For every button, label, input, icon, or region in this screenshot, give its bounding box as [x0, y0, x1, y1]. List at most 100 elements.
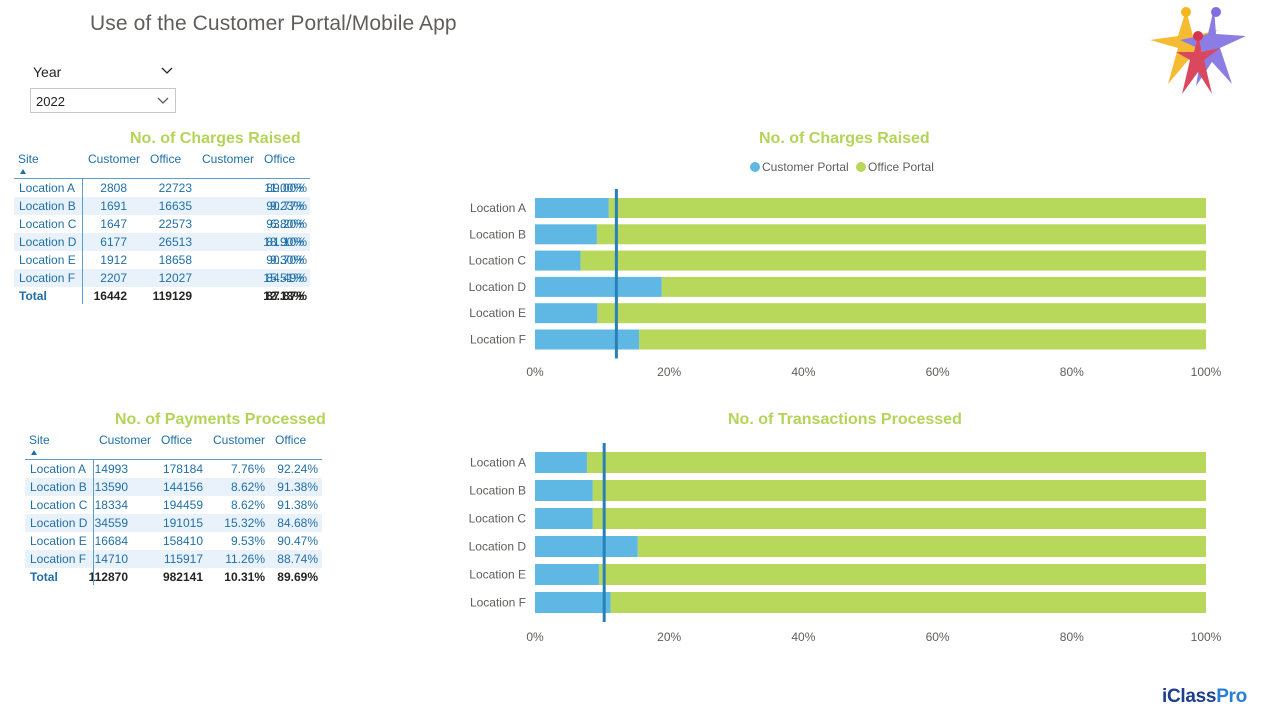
charges-column-header[interactable]: Customer	[202, 152, 255, 166]
category-label: Location D	[469, 540, 527, 554]
site-cell: Total	[30, 570, 58, 584]
table-row[interactable]: Location A 14993 178184 7.76% 92.24%	[25, 460, 322, 478]
site-cell: Location D	[19, 235, 77, 249]
value-cell: 115917	[163, 552, 203, 566]
bar-customer-portal[interactable]	[535, 303, 598, 324]
value-cell: 89.69%	[277, 570, 318, 584]
bar-customer-portal[interactable]	[535, 329, 640, 350]
value-cell: 9.30%	[269, 253, 304, 267]
column-divider	[82, 178, 83, 304]
bar-customer-portal[interactable]	[535, 564, 599, 585]
category-label: Location B	[469, 227, 526, 241]
bar-office-portal[interactable]	[598, 564, 1206, 585]
bar-office-portal[interactable]	[610, 592, 1206, 613]
value-cell: 34559	[94, 516, 128, 530]
value-cell: 158410	[162, 534, 203, 548]
bar-customer-portal[interactable]	[535, 536, 638, 557]
site-cell: Location E	[19, 253, 76, 267]
table-row[interactable]: Location F 2207 12027 15.51% 84.49%	[14, 269, 310, 287]
table-row[interactable]: Location A 2808 22723 11.00% 89.00%	[14, 179, 310, 197]
table-row[interactable]: Location B 13590 144156 8.62% 91.38%	[25, 478, 322, 496]
value-cell: 91.38%	[277, 498, 318, 512]
bar-office-portal[interactable]	[639, 329, 1206, 350]
table-row[interactable]: Location D 6177 26513 18.90% 81.10%	[14, 233, 310, 251]
value-cell: 22573	[158, 217, 192, 231]
bar-office-portal[interactable]	[587, 452, 1206, 473]
site-cell: Location D	[30, 516, 88, 530]
bar-customer-portal[interactable]	[535, 224, 597, 245]
bar-office-portal[interactable]	[608, 198, 1206, 218]
legend-customer-marker	[750, 162, 760, 172]
value-cell: 1691	[100, 199, 127, 213]
payments-column-header[interactable]: Customer	[213, 433, 266, 447]
bar-customer-portal[interactable]	[535, 452, 588, 473]
legend-customer-label[interactable]: Customer Portal	[762, 160, 849, 174]
bar-office-portal[interactable]	[592, 508, 1206, 529]
payments-header-row: Site Customer Office Customer Office	[25, 423, 322, 460]
category-label: Location D	[469, 280, 527, 294]
site-cell: Location C	[19, 217, 77, 231]
value-cell: 12027	[158, 271, 192, 285]
table-row[interactable]: Location B 1691 16635 9.23% 90.77%	[14, 197, 310, 215]
payments-column-header[interactable]: Office	[275, 433, 307, 447]
table-row[interactable]: Location D 34559 191015 15.32% 84.68%	[25, 514, 322, 532]
table-row[interactable]: Location F 14710 115917 11.26% 88.74%	[25, 550, 322, 568]
charges-column-header[interactable]: Office	[264, 152, 296, 166]
value-cell: 2207	[100, 271, 127, 285]
charges-column-header[interactable]: Site	[18, 152, 39, 166]
value-cell: 144156	[162, 480, 203, 494]
table-row[interactable]: Location C 18334 194459 8.62% 91.38%	[25, 496, 322, 514]
value-cell: 88.74%	[277, 552, 318, 566]
payments-table: Site Customer Office Customer Office Location…	[25, 423, 322, 586]
payments-table-title: No. of Payments Processed	[115, 411, 326, 428]
bar-office-portal[interactable]	[661, 276, 1206, 297]
bar-office-portal[interactable]	[592, 480, 1206, 501]
value-cell: 84.68%	[277, 516, 318, 530]
value-cell: 15.51%	[263, 271, 304, 285]
bar-customer-portal[interactable]	[535, 198, 609, 218]
table-row[interactable]: Location E 16684 158410 9.53% 90.47%	[25, 532, 322, 550]
charges-column-header[interactable]: Customer	[88, 152, 141, 166]
bar-customer-portal[interactable]	[535, 276, 662, 297]
charges-column-header[interactable]: Office	[150, 152, 182, 166]
charges-bar-chart[interactable]: Location A Location B Location C Location D…	[440, 180, 1240, 385]
bar-customer-portal[interactable]	[535, 592, 611, 613]
bar-office-portal[interactable]	[637, 536, 1206, 557]
value-cell: 6177	[100, 235, 127, 249]
value-cell: 194459	[162, 498, 203, 512]
table-row[interactable]: Location C 1647 22573 6.80% 93.20%	[14, 215, 310, 233]
bar-customer-portal[interactable]	[535, 508, 593, 529]
legend-office-label[interactable]: Office Portal	[868, 160, 934, 174]
value-cell: 119129	[152, 289, 192, 303]
bar-customer-portal[interactable]	[535, 480, 593, 501]
site-cell: Location A	[30, 462, 87, 476]
category-label: Location B	[469, 484, 526, 498]
category-label: Location E	[469, 306, 526, 320]
chevron-down-icon[interactable]	[160, 64, 174, 78]
charges-table: Site Customer Office Customer Office Location…	[14, 142, 310, 305]
iclasspro-logo: iClassPro	[1162, 686, 1247, 707]
bar-office-portal[interactable]	[597, 303, 1206, 324]
year-dropdown[interactable]: 2022	[30, 88, 176, 113]
bar-customer-portal[interactable]	[535, 250, 581, 271]
value-cell: 14993	[94, 462, 128, 476]
sort-ascending-icon[interactable]	[31, 450, 37, 455]
value-cell: 11.26%	[225, 552, 265, 566]
payments-column-header[interactable]: Customer	[99, 433, 152, 447]
category-label: Location A	[470, 201, 526, 215]
x-tick-label: 60%	[926, 630, 950, 644]
transactions-chart-title: No. of Transactions Processed	[728, 411, 962, 428]
value-cell: 2808	[100, 181, 127, 195]
payments-column-header[interactable]: Office	[161, 433, 193, 447]
bar-office-portal[interactable]	[596, 224, 1206, 245]
value-cell: 982141	[162, 570, 203, 584]
value-cell: 84.49%	[266, 271, 307, 285]
payments-column-header[interactable]: Site	[29, 433, 50, 447]
transactions-bar-chart[interactable]: Location A Location B Location C Location D…	[440, 436, 1240, 650]
bar-office-portal[interactable]	[580, 250, 1206, 271]
charges-total-row[interactable]: Total 16442 119129 12.13% 87.87%	[14, 287, 310, 305]
payments-total-row[interactable]: Total 112870 982141 10.31% 89.69%	[25, 568, 322, 586]
sort-ascending-icon[interactable]	[20, 169, 26, 174]
table-row[interactable]: Location E 1912 18658 9.30% 90.70%	[14, 251, 310, 269]
page-title: Use of the Customer Portal/Mobile App	[90, 12, 457, 35]
